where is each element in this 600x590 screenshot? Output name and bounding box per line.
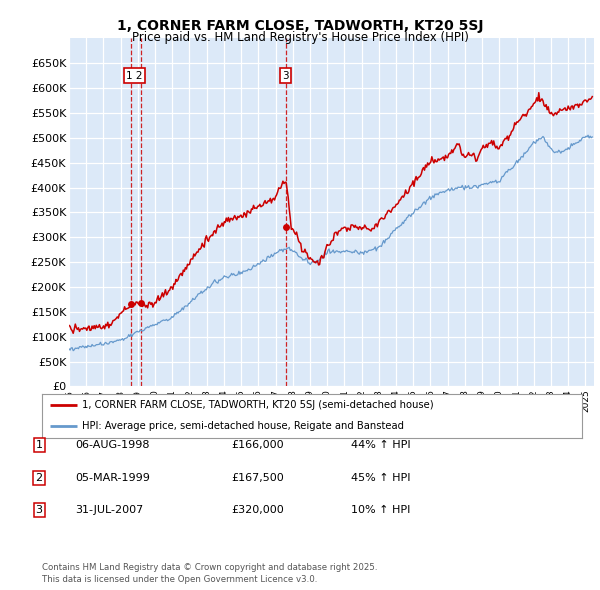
Text: 3: 3 — [282, 71, 289, 81]
Text: 1, CORNER FARM CLOSE, TADWORTH, KT20 5SJ (semi-detached house): 1, CORNER FARM CLOSE, TADWORTH, KT20 5SJ… — [83, 401, 434, 411]
Text: 06-AUG-1998: 06-AUG-1998 — [75, 441, 149, 450]
Text: 3: 3 — [35, 506, 43, 515]
Text: 10% ↑ HPI: 10% ↑ HPI — [351, 506, 410, 515]
Text: Contains HM Land Registry data © Crown copyright and database right 2025.
This d: Contains HM Land Registry data © Crown c… — [42, 563, 377, 584]
Text: £166,000: £166,000 — [231, 441, 284, 450]
Text: £320,000: £320,000 — [231, 506, 284, 515]
Text: 45% ↑ HPI: 45% ↑ HPI — [351, 473, 410, 483]
Text: 1, CORNER FARM CLOSE, TADWORTH, KT20 5SJ: 1, CORNER FARM CLOSE, TADWORTH, KT20 5SJ — [117, 19, 483, 33]
Text: 1 2: 1 2 — [126, 71, 143, 81]
Text: £167,500: £167,500 — [231, 473, 284, 483]
Text: 31-JUL-2007: 31-JUL-2007 — [75, 506, 143, 515]
Text: Price paid vs. HM Land Registry's House Price Index (HPI): Price paid vs. HM Land Registry's House … — [131, 31, 469, 44]
Text: 44% ↑ HPI: 44% ↑ HPI — [351, 441, 410, 450]
Text: 2: 2 — [35, 473, 43, 483]
Text: 1: 1 — [35, 441, 43, 450]
Text: 05-MAR-1999: 05-MAR-1999 — [75, 473, 150, 483]
Text: HPI: Average price, semi-detached house, Reigate and Banstead: HPI: Average price, semi-detached house,… — [83, 421, 404, 431]
